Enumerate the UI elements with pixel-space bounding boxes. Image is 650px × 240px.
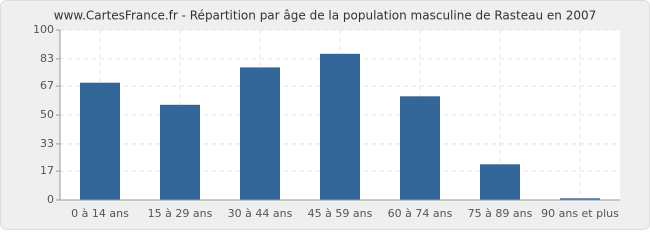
- bar: [400, 96, 440, 200]
- chart-title: www.CartesFrance.fr - Répartition par âg…: [54, 9, 596, 23]
- bar: [480, 164, 520, 200]
- y-tick-label: 33: [40, 137, 54, 150]
- x-tick-label: 45 à 59 ans: [308, 207, 373, 220]
- x-tick-label: 15 à 29 ans: [148, 207, 213, 220]
- chart: www.CartesFrance.fr - Répartition par âg…: [0, 0, 650, 230]
- x-tick-label: 90 ans et plus: [541, 207, 619, 220]
- x-tick-label: 75 à 89 ans: [468, 207, 533, 220]
- x-tick-label: 60 à 74 ans: [388, 207, 453, 220]
- y-tick-label: 0: [47, 193, 54, 206]
- x-tick-label: 0 à 14 ans: [71, 207, 129, 220]
- x-tick-label: 30 à 44 ans: [228, 207, 293, 220]
- y-tick-label: 83: [40, 52, 54, 65]
- y-tick-label: 67: [40, 79, 54, 92]
- bar: [80, 82, 120, 200]
- y-tick-label: 17: [40, 164, 54, 177]
- bar: [320, 53, 360, 200]
- y-tick-label: 100: [33, 23, 54, 36]
- y-tick-label: 50: [40, 108, 54, 121]
- bar: [560, 198, 600, 200]
- bar: [160, 104, 200, 200]
- bar: [240, 67, 280, 201]
